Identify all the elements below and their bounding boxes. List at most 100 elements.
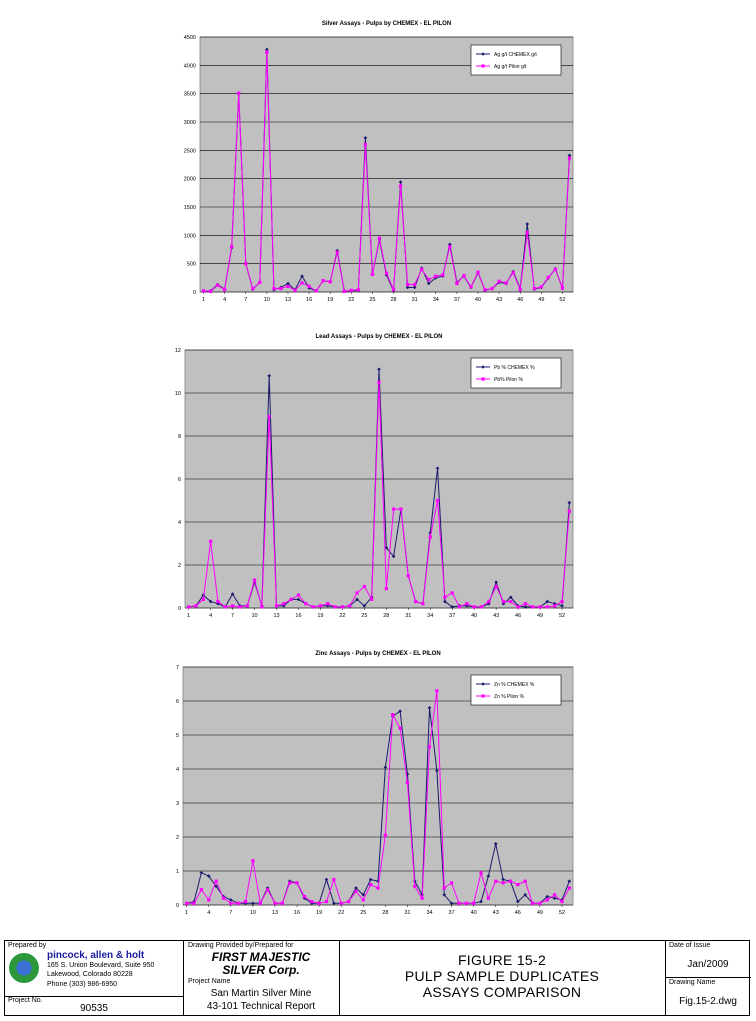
x-tick-label: 49 [537,613,543,619]
x-tick-label: 43 [496,297,502,303]
x-tick-label: 7 [231,613,234,619]
data-point-pilon [398,726,402,730]
data-point-pilon [457,901,461,905]
data-point-chemex [206,874,211,878]
figure-number: FIGURE 15-2 [457,952,547,968]
data-point-pilon [413,884,417,888]
data-point-chemex [493,842,498,846]
data-point-chemex [448,242,452,247]
legend-marker [481,64,485,68]
data-point-chemex [545,894,550,899]
client-name-line2: SILVER Corp. [222,963,300,977]
data-point-pilon [546,275,550,279]
y-tick-label: 2500 [184,148,196,154]
data-point-chemex [361,893,366,897]
data-point-chemex [449,901,454,906]
data-point-pilon [457,605,462,609]
x-tick-label: 13 [273,613,279,619]
data-point-pilon [245,604,249,608]
x-tick-label: 28 [390,297,396,303]
data-point-pilon [553,893,557,897]
data-point-pilon [508,879,513,883]
data-point-pilon [244,262,248,266]
data-point-pilon [258,280,262,284]
legend-label: Zn % CHEMEX % [494,682,535,688]
company-name: pincock, allen & holt [47,950,145,961]
data-point-pilon [392,507,396,511]
y-tick-label: 1500 [184,205,196,211]
data-point-pilon [332,877,336,882]
data-point-pilon [455,281,459,286]
data-point-pilon [560,900,564,904]
data-point-pilon [443,595,447,599]
x-tick-label: 25 [360,910,366,916]
data-point-pilon [504,281,508,285]
y-tick-label: 2000 [184,177,196,183]
drawing-name-label: Drawing Name [669,979,716,986]
data-point-pilon [251,287,255,291]
data-point-pilon [280,901,284,905]
data-point-pilon [318,604,323,608]
x-tick-label: 4 [223,297,226,303]
data-point-chemex [560,898,564,902]
company-address-2: Lakewood, Colorado 80228 [47,971,133,978]
x-tick-label: 1 [185,910,188,916]
x-tick-label: 1 [187,613,190,619]
data-point-pilon [223,605,227,609]
data-point-chemex [567,153,572,158]
x-tick-label: 49 [537,910,543,916]
data-point-pilon [221,896,226,900]
data-point-pilon [523,602,528,606]
data-point-pilon [311,605,315,609]
data-point-pilon [530,901,535,905]
x-tick-label: 31 [412,297,418,303]
data-point-chemex [287,879,292,883]
data-point-pilon [289,597,293,601]
data-point-chemex [362,604,367,608]
data-point-pilon [472,605,476,609]
x-tick-label: 46 [517,297,523,303]
legend-box [470,674,562,706]
legend-marker [481,694,485,698]
data-point-chemex [560,604,564,608]
data-point-chemex [229,898,233,902]
data-point-pilon [237,91,241,95]
data-point-chemex [427,706,432,710]
y-tick-label: 4 [176,767,179,773]
data-point-pilon [469,285,473,289]
data-point-pilon [501,881,505,885]
data-point-pilon [192,901,196,905]
data-point-pilon [201,289,206,293]
data-point-pilon [328,280,332,284]
data-point-pilon [207,898,211,902]
data-point-chemex [398,709,402,713]
y-tick-label: 4 [178,520,181,526]
data-point-chemex [405,285,410,290]
data-point-chemex [552,896,557,900]
y-tick-label: 8 [178,434,181,440]
data-point-pilon [307,284,311,288]
data-point-chemex [523,605,528,609]
x-tick-label: 46 [515,910,521,916]
x-tick-label: 34 [433,297,439,303]
data-point-pilon [567,509,571,513]
x-tick-label: 16 [306,297,312,303]
data-point-pilon [339,901,343,905]
x-tick-label: 10 [251,613,257,619]
data-point-pilon [486,896,490,900]
data-point-chemex [214,884,218,889]
x-tick-label: 22 [348,297,354,303]
data-point-pilon [442,886,446,890]
x-tick-label: 25 [369,297,375,303]
x-tick-label: 40 [475,297,481,303]
x-tick-label: 28 [383,613,389,619]
data-point-pilon [501,599,506,604]
data-point-pilon [324,900,329,904]
data-point-pilon [391,288,396,292]
data-point-pilon [370,597,374,601]
data-point-pilon [243,900,248,904]
data-point-pilon [511,271,515,275]
data-point-pilon [333,605,337,609]
data-point-pilon [553,604,557,608]
data-point-pilon [406,574,410,578]
